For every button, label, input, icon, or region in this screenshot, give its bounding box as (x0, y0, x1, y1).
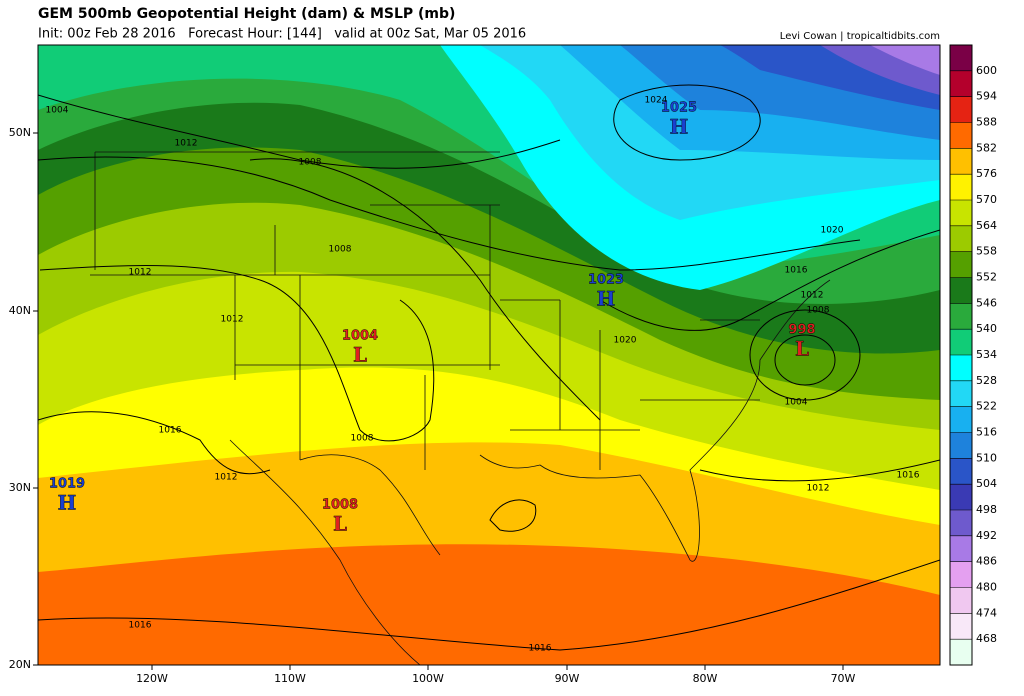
contour-label: 1016 (159, 426, 182, 436)
colorbar-box (950, 458, 972, 485)
borders (90, 151, 831, 665)
contour-label: 1012 (129, 268, 152, 278)
lon-label: 90W (555, 672, 580, 685)
center-letter: H (670, 115, 689, 139)
credit: Levi Cowan | tropicaltidbits.com (780, 31, 940, 42)
colorbar-label: 510 (976, 451, 997, 464)
band (870, 45, 940, 75)
lat-label: 30N (9, 481, 31, 494)
contour-label: 1008 (807, 306, 830, 316)
colorbar-label: 522 (976, 400, 997, 413)
contour-label: 1016 (529, 644, 552, 654)
colorbar-label: 582 (976, 141, 997, 154)
title: GEM 500mb Geopotential Height (dam) & MS… (38, 6, 455, 22)
colorbar-box (950, 406, 972, 433)
colorbar-box (950, 484, 972, 510)
colorbar-box (950, 122, 972, 149)
colorbar-label: 546 (976, 296, 997, 309)
colorbar-box (950, 432, 972, 459)
contour-label: 1012 (221, 315, 244, 325)
colorbar-label: 498 (976, 503, 997, 516)
contour-label: 1016 (129, 621, 152, 631)
colorbar-label: 576 (976, 167, 997, 180)
contour-label: 1004 (785, 398, 808, 408)
center-letter: H (58, 491, 77, 515)
lat-label: 40N (9, 304, 31, 317)
colorbar-box (950, 587, 972, 614)
contour-label: 1012 (807, 484, 830, 494)
colorbar-box (950, 510, 972, 536)
colorbar-label: 528 (976, 374, 997, 387)
contour-label: 1016 (897, 471, 920, 481)
contour-label: 1012 (801, 291, 824, 301)
colorbar-label: 558 (976, 245, 997, 258)
lon-label: 70W (831, 672, 856, 685)
colorbar-box (950, 225, 972, 252)
contour-label: 1008 (351, 434, 374, 444)
colorbar-box (950, 277, 972, 304)
colorbar-box (950, 148, 972, 175)
contour-label: 1012 (175, 139, 198, 149)
colorbar-box (950, 613, 972, 640)
colorbar-box (950, 561, 972, 588)
colorbar-label: 540 (976, 322, 997, 335)
colorbar-box (950, 45, 972, 71)
center-letter: L (353, 343, 367, 367)
map-area (38, 45, 940, 665)
colorbar-box (950, 200, 972, 226)
colorbar-label: 600 (976, 64, 997, 77)
center-value: 1008 (322, 498, 358, 513)
center-letter: H (597, 287, 616, 311)
colorbar-box (950, 535, 972, 562)
contour-label: 1024 (645, 96, 668, 106)
colorbar-box (950, 174, 972, 200)
contour-label: 1016 (785, 266, 808, 276)
colorbar-label: 564 (976, 219, 997, 232)
lon-label: 110W (274, 672, 306, 685)
lon-label: 120W (136, 672, 168, 685)
colorbar-box (950, 380, 972, 407)
center-value: 1023 (588, 273, 624, 288)
colorbar-label: 468 (976, 632, 997, 645)
center-value: 1004 (342, 329, 378, 344)
colorbar-label: 570 (976, 193, 997, 206)
center-value: 998 (788, 323, 815, 338)
colorbar-label: 594 (976, 90, 997, 103)
subtitle: Init: 00z Feb 28 2016 Forecast Hour: [14… (38, 27, 526, 42)
lon-label: 80W (693, 672, 718, 685)
colorbar-label: 516 (976, 426, 997, 439)
colorbar-label: 552 (976, 271, 997, 284)
lon-label: 100W (412, 672, 444, 685)
colorbar-label: 486 (976, 555, 997, 568)
center-value: 1019 (49, 477, 85, 492)
center-value: 1025 (661, 101, 697, 116)
colorbar-box (950, 96, 972, 123)
colorbar-label: 480 (976, 581, 997, 594)
colorbar-label: 492 (976, 529, 997, 542)
center-letter: L (795, 337, 809, 361)
contour-label: 1008 (329, 245, 352, 255)
contour-label: 1008 (299, 158, 322, 168)
colorbar-label: 588 (976, 116, 997, 129)
colorbar-label: 474 (976, 606, 997, 619)
contour-label: 1020 (821, 226, 844, 236)
colorbar-box (950, 639, 972, 665)
colorbar-box (950, 251, 972, 278)
colorbar-box (950, 329, 972, 355)
colorbar-label: 504 (976, 477, 997, 490)
contour-label: 1012 (215, 473, 238, 483)
colorbar-label: 534 (976, 348, 997, 361)
lat-label: 50N (9, 126, 31, 139)
center-letter: L (333, 512, 347, 536)
map-frame (37, 44, 941, 666)
colorbar-box (950, 303, 972, 330)
lat-label: 20N (9, 658, 31, 671)
contour-label: 1020 (614, 336, 637, 346)
contour-label: 1004 (46, 106, 69, 116)
colorbar-box (950, 70, 972, 97)
isobars (38, 84, 940, 651)
colorbar-box (950, 355, 972, 381)
